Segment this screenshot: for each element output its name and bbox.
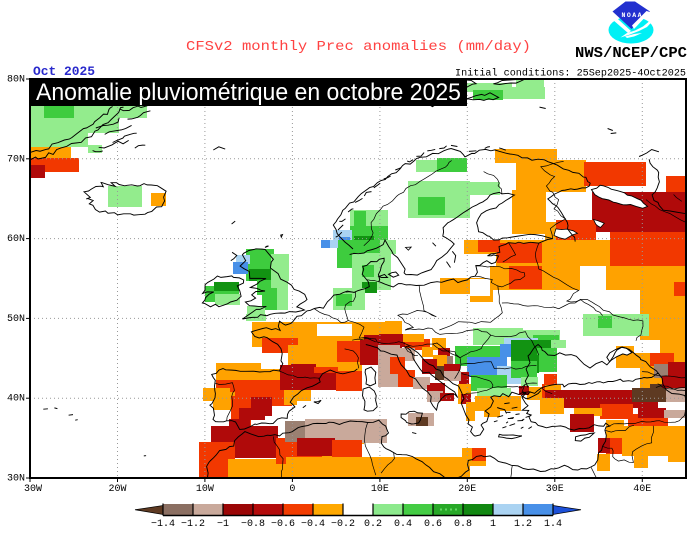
svg-text:30W: 30W — [24, 484, 42, 495]
svg-text:1.2: 1.2 — [514, 519, 532, 530]
svg-text:Anomalie pluviométrique en oct: Anomalie pluviométrique en octobre 2025 — [36, 79, 461, 106]
svg-text:0.2: 0.2 — [364, 519, 382, 530]
svg-text:30N: 30N — [7, 474, 25, 485]
svg-text:0: 0 — [289, 484, 295, 495]
svg-text:40N: 40N — [7, 394, 25, 405]
svg-text:40E: 40E — [633, 484, 651, 495]
svg-text:0.6: 0.6 — [424, 519, 442, 530]
svg-text:CFSv2 monthly Prec anomalies (: CFSv2 monthly Prec anomalies (mm/day) — [186, 39, 531, 55]
svg-text:Oct 2025: Oct 2025 — [33, 64, 95, 79]
svg-text:NOAA: NOAA — [622, 12, 642, 19]
svg-text:10W: 10W — [196, 484, 214, 495]
svg-text:30E: 30E — [546, 484, 564, 495]
svg-text:50N: 50N — [7, 314, 25, 325]
svg-text:Initial conditions: 25Sep2025-: Initial conditions: 25Sep2025-4Oct2025 — [455, 68, 686, 80]
svg-text:60N: 60N — [7, 234, 25, 245]
svg-text:−1.2: −1.2 — [181, 519, 205, 530]
svg-text:1.4: 1.4 — [544, 519, 562, 530]
svg-text:20E: 20E — [458, 484, 476, 495]
svg-text:1: 1 — [490, 519, 496, 530]
svg-text:70N: 70N — [7, 154, 25, 165]
svg-text:−0.4: −0.4 — [301, 519, 325, 530]
svg-text:−0.2: −0.2 — [331, 519, 355, 530]
svg-text:−0.8: −0.8 — [241, 519, 265, 530]
svg-text:−1.4: −1.4 — [151, 519, 175, 530]
svg-text:−1: −1 — [217, 519, 229, 530]
svg-text:0.4: 0.4 — [394, 519, 412, 530]
svg-text:10E: 10E — [371, 484, 389, 495]
svg-text:80N: 80N — [7, 75, 25, 86]
svg-text:0.8: 0.8 — [454, 519, 472, 530]
svg-text:20W: 20W — [108, 484, 126, 495]
svg-text:−0.6: −0.6 — [271, 519, 295, 530]
svg-text:NWS/NCEP/CPC: NWS/NCEP/CPC — [575, 45, 687, 62]
